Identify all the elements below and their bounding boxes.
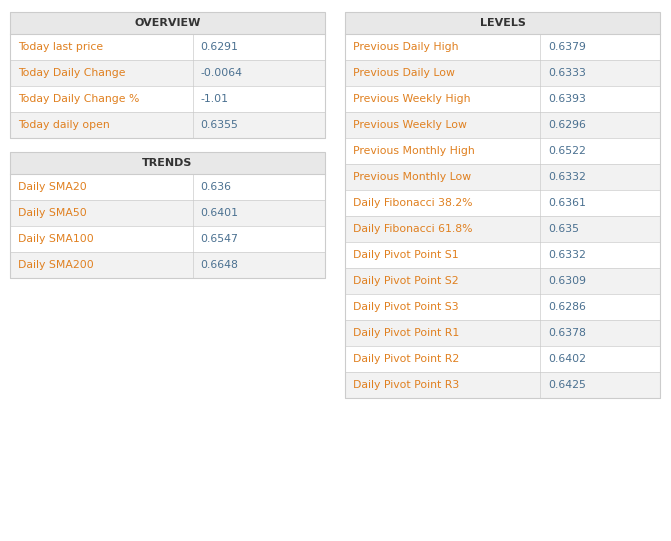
Text: Previous Daily Low: Previous Daily Low <box>353 68 455 78</box>
Text: 0.6296: 0.6296 <box>548 120 586 130</box>
Bar <box>345 86 660 112</box>
Text: 0.6547: 0.6547 <box>201 234 239 244</box>
Text: 0.6648: 0.6648 <box>201 260 239 270</box>
Text: Previous Weekly Low: Previous Weekly Low <box>353 120 467 130</box>
Text: 0.6379: 0.6379 <box>548 42 586 52</box>
Bar <box>10 12 325 138</box>
Bar <box>345 190 660 216</box>
Text: Daily Pivot Point S3: Daily Pivot Point S3 <box>353 302 458 312</box>
Bar <box>345 60 660 86</box>
Text: 0.635: 0.635 <box>548 224 579 234</box>
Bar <box>10 152 325 278</box>
Bar <box>345 164 660 190</box>
Bar <box>10 86 325 112</box>
Bar <box>10 226 325 252</box>
Bar <box>345 294 660 320</box>
Text: Daily Fibonacci 38.2%: Daily Fibonacci 38.2% <box>353 198 472 208</box>
Text: -1.01: -1.01 <box>201 94 229 104</box>
Text: LEVELS: LEVELS <box>480 18 525 28</box>
Text: Daily SMA200: Daily SMA200 <box>18 260 94 270</box>
Text: OVERVIEW: OVERVIEW <box>134 18 201 28</box>
Text: Today Daily Change %: Today Daily Change % <box>18 94 140 104</box>
Text: 0.6286: 0.6286 <box>548 302 586 312</box>
Text: 0.6361: 0.6361 <box>548 198 586 208</box>
Text: 0.6333: 0.6333 <box>548 68 586 78</box>
Bar <box>10 152 325 174</box>
Text: 0.6291: 0.6291 <box>201 42 239 52</box>
Bar <box>345 242 660 268</box>
Text: Today last price: Today last price <box>18 42 103 52</box>
Text: 0.6355: 0.6355 <box>201 120 239 130</box>
Bar <box>10 12 325 34</box>
Bar <box>345 112 660 138</box>
Bar <box>345 320 660 346</box>
Bar <box>10 112 325 138</box>
Bar <box>345 34 660 60</box>
Text: TRENDS: TRENDS <box>142 158 193 168</box>
Text: Daily Pivot Point S1: Daily Pivot Point S1 <box>353 250 458 260</box>
Bar <box>345 268 660 294</box>
Text: Previous Daily High: Previous Daily High <box>353 42 458 52</box>
Text: 0.6402: 0.6402 <box>548 354 586 364</box>
Text: Daily Pivot Point R1: Daily Pivot Point R1 <box>353 328 459 338</box>
Bar <box>345 372 660 398</box>
Text: 0.636: 0.636 <box>201 182 231 192</box>
Bar <box>10 174 325 200</box>
Text: 0.6425: 0.6425 <box>548 380 586 390</box>
Text: Today Daily Change: Today Daily Change <box>18 68 125 78</box>
Text: 0.6332: 0.6332 <box>548 250 586 260</box>
Text: -0.0064: -0.0064 <box>201 68 243 78</box>
Bar <box>10 60 325 86</box>
Text: 0.6332: 0.6332 <box>548 172 586 182</box>
Text: Previous Monthly High: Previous Monthly High <box>353 146 475 156</box>
Text: Daily Pivot Point R3: Daily Pivot Point R3 <box>353 380 459 390</box>
Bar <box>10 200 325 226</box>
Text: Daily SMA20: Daily SMA20 <box>18 182 87 192</box>
Bar <box>345 12 660 398</box>
Bar <box>345 216 660 242</box>
Text: 0.6378: 0.6378 <box>548 328 586 338</box>
Text: Today daily open: Today daily open <box>18 120 110 130</box>
Bar <box>10 252 325 278</box>
Text: Previous Monthly Low: Previous Monthly Low <box>353 172 471 182</box>
Text: 0.6309: 0.6309 <box>548 276 586 286</box>
Bar <box>345 12 660 34</box>
Text: Previous Weekly High: Previous Weekly High <box>353 94 470 104</box>
Bar <box>345 346 660 372</box>
Text: 0.6393: 0.6393 <box>548 94 586 104</box>
Text: Daily SMA100: Daily SMA100 <box>18 234 94 244</box>
Text: Daily Fibonacci 61.8%: Daily Fibonacci 61.8% <box>353 224 472 234</box>
Text: Daily SMA50: Daily SMA50 <box>18 208 87 218</box>
Text: 0.6522: 0.6522 <box>548 146 586 156</box>
Text: 0.6401: 0.6401 <box>201 208 239 218</box>
Bar <box>345 138 660 164</box>
Bar <box>10 34 325 60</box>
Text: Daily Pivot Point S2: Daily Pivot Point S2 <box>353 276 458 286</box>
Text: Daily Pivot Point R2: Daily Pivot Point R2 <box>353 354 459 364</box>
